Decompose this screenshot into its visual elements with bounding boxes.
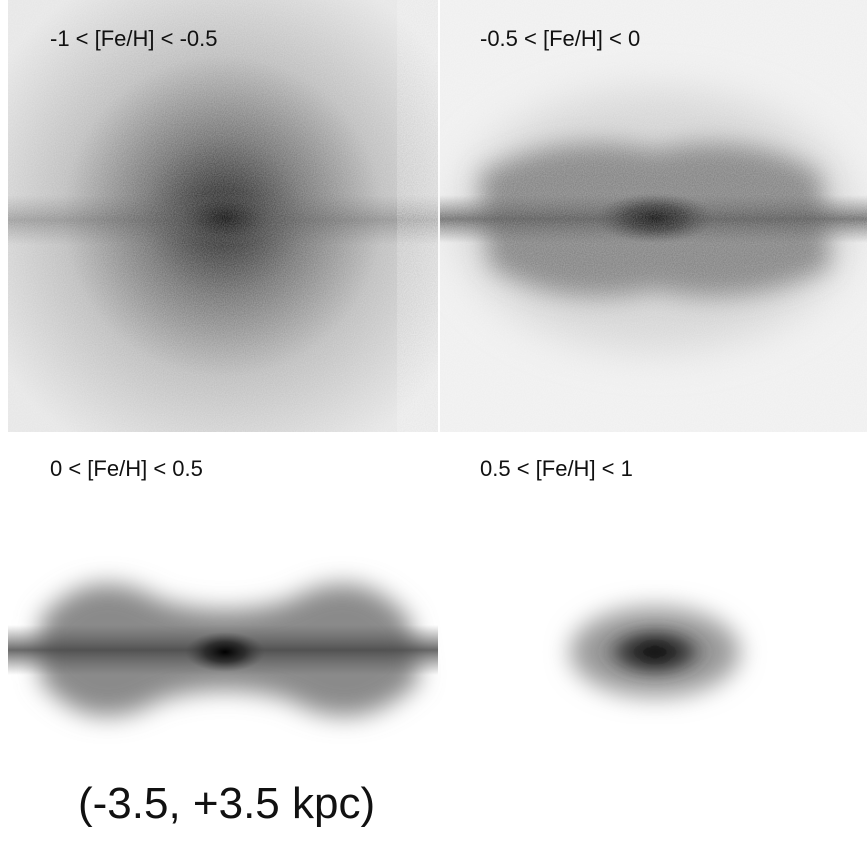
core (600, 624, 710, 680)
caption: (-3.5, +3.5 kpc) (78, 779, 375, 828)
panel-label: -0.5 < [Fe/H] < 0 (480, 26, 640, 51)
panel-2 (440, 0, 867, 432)
panel-4 (570, 607, 740, 697)
panel-label: -1 < [Fe/H] < -0.5 (50, 26, 218, 51)
core (185, 632, 265, 672)
grain (8, 0, 438, 432)
panel-3 (8, 584, 438, 716)
panel-label: 0.5 < [Fe/H] < 1 (480, 456, 633, 481)
panel-1 (8, 0, 438, 432)
grain (440, 0, 867, 432)
panel-label: 0 < [Fe/H] < 0.5 (50, 456, 203, 481)
